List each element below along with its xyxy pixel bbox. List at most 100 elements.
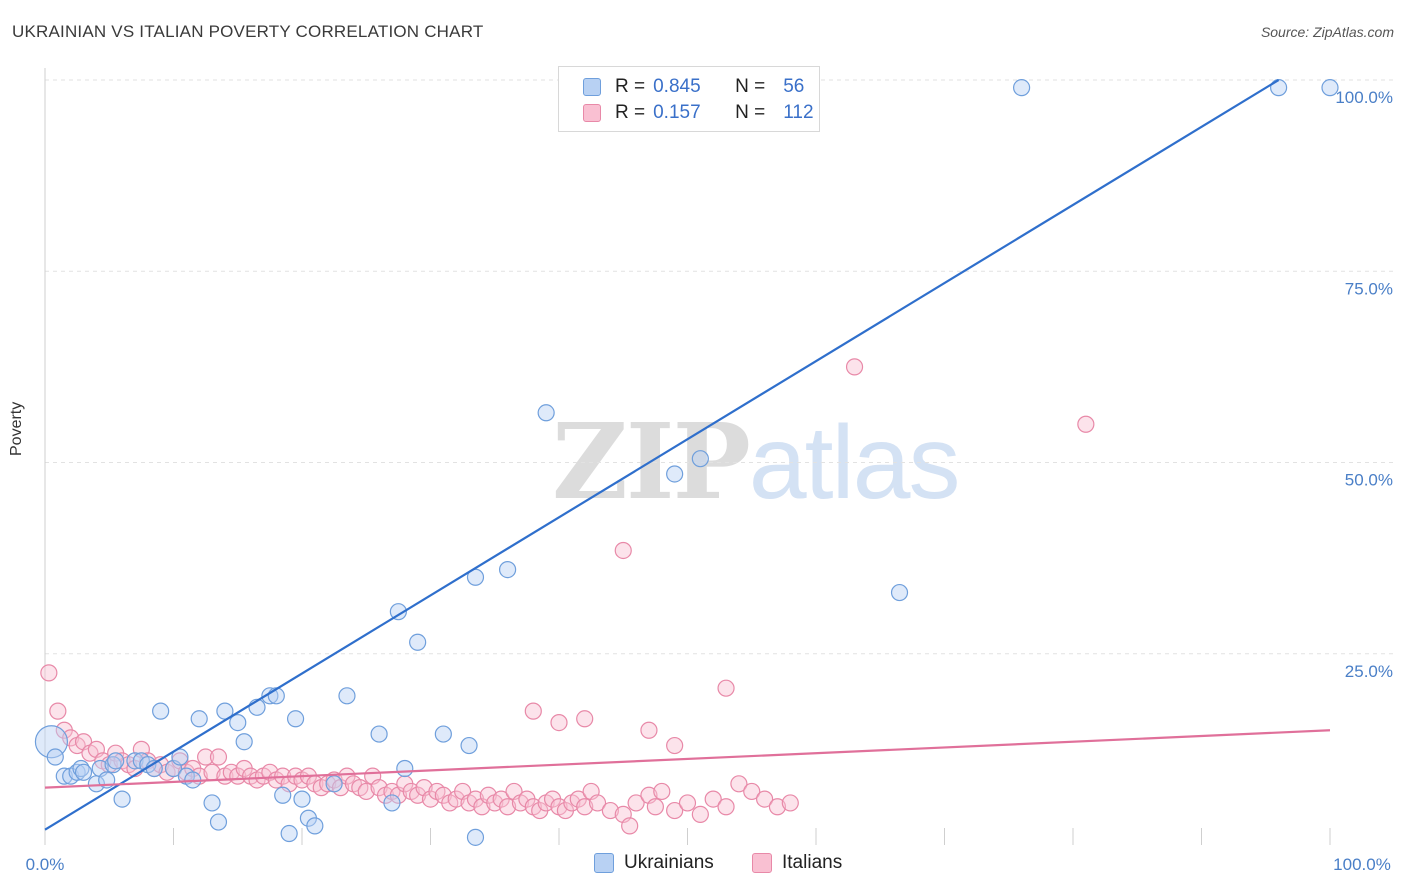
data-point-ukrainians (1012, 79, 1031, 97)
data-point-ukrainians (434, 725, 452, 743)
legend-n-value: 56 (783, 76, 805, 97)
tick-labels: 25.0% 50.0% 75.0% 100.0% 0.0% 100.0% (26, 88, 1393, 874)
trend-line-ukrainians (44, 79, 1280, 831)
data-point-ukrainians (383, 794, 401, 812)
data-point-italians (653, 782, 671, 801)
data-point-italians (576, 798, 594, 816)
data-point-ukrainians (666, 465, 684, 483)
data-point-italians (717, 679, 735, 697)
series-legend: Ukrainians Italians (0, 852, 1406, 878)
data-point-italians (601, 801, 620, 820)
correlation-legend: R = 0.845 N = 56 R = 0.157 N = 112 (558, 66, 820, 132)
legend-label-ukrainians: Ukrainians (624, 852, 714, 873)
data-point-italians (768, 798, 787, 816)
legend-n-value: 112 (783, 102, 814, 123)
data-point-ukrainians (46, 748, 64, 766)
legend-swatch-italians (752, 853, 772, 873)
data-point-ukrainians (209, 813, 228, 831)
data-point-italians (691, 805, 709, 824)
series-italians (40, 358, 1095, 835)
data-point-ukrainians (1321, 79, 1339, 97)
data-point-italians (588, 794, 607, 812)
data-point-ukrainians (370, 725, 388, 743)
legend-r-value: 0.157 (653, 102, 701, 123)
data-point-italians (524, 702, 542, 720)
legend-label-italians: Italians (782, 852, 843, 873)
chart-title: UKRAINIAN VS ITALIAN POVERTY CORRELATION… (12, 22, 484, 41)
data-point-italians (1077, 415, 1095, 433)
data-point-italians (49, 702, 67, 720)
data-point-italians (717, 798, 735, 816)
data-point-ukrainians (460, 736, 478, 755)
x-tick-label: 0.0% (26, 855, 65, 874)
y-tick-label: 75.0% (1345, 279, 1393, 298)
data-point-ukrainians (325, 775, 343, 793)
legend-row-ukrainians: R = 0.845 N = 56 (583, 75, 804, 99)
data-point-ukrainians (293, 790, 311, 808)
data-point-italians (678, 794, 697, 812)
legend-r-label: R = (615, 76, 646, 97)
data-point-italians (666, 736, 684, 755)
legend-n-label: N = (735, 102, 766, 123)
axes (44, 68, 1331, 845)
data-point-ukrainians (286, 710, 305, 728)
data-point-ukrainians (55, 767, 73, 785)
data-point-ukrainians (396, 759, 414, 778)
y-tick-label: 50.0% (1345, 471, 1393, 490)
data-point-italians (781, 794, 799, 812)
data-point-ukrainians (890, 583, 909, 602)
legend-item-italians[interactable]: Italians (752, 852, 842, 874)
data-point-ukrainians (113, 790, 131, 808)
data-point-italians (845, 358, 864, 376)
data-point-ukrainians (338, 687, 356, 705)
data-point-ukrainians (409, 633, 427, 651)
y-tick-label: 100.0% (1335, 88, 1393, 107)
legend-r-value: 0.845 (653, 76, 701, 97)
legend-swatch-ukrainians (583, 78, 601, 96)
data-point-ukrainians (235, 733, 253, 751)
data-point-ukrainians (126, 752, 144, 770)
data-point-italians (627, 794, 645, 812)
data-point-ukrainians (74, 763, 93, 781)
x-tick-label: 100.0% (1333, 855, 1391, 874)
legend-n-label: N = (735, 76, 766, 97)
data-point-italians (576, 710, 594, 728)
data-point-italians (614, 541, 632, 560)
data-point-italians (640, 721, 658, 739)
legend-row-italians: R = 0.157 N = 112 (583, 101, 814, 125)
data-point-ukrainians (152, 702, 170, 720)
legend-r-label: R = (615, 102, 646, 123)
data-point-ukrainians (537, 404, 555, 422)
data-point-ukrainians (1269, 79, 1288, 97)
series-ukrainians (34, 79, 1339, 846)
grid-lines (45, 79, 1395, 655)
data-point-ukrainians (280, 824, 298, 843)
data-point-italians (40, 664, 58, 682)
data-point-italians (197, 748, 215, 766)
data-point-italians (730, 775, 748, 793)
data-point-italians (209, 748, 228, 766)
data-point-italians (666, 801, 684, 820)
trend-line-italians (44, 729, 1331, 789)
data-point-ukrainians (171, 748, 189, 766)
legend-item-ukrainians[interactable]: Ukrainians (594, 852, 714, 874)
data-point-italians (743, 782, 761, 801)
data-point-italians (621, 817, 639, 835)
data-point-ukrainians (274, 786, 292, 804)
data-point-italians (550, 713, 568, 732)
data-point-italians (755, 790, 774, 808)
data-point-italians (646, 798, 664, 816)
data-point-italians (357, 782, 375, 801)
data-point-ukrainians (466, 828, 485, 846)
data-point-ukrainians (190, 710, 208, 728)
data-point-ukrainians (306, 817, 324, 835)
data-point-italians (704, 790, 722, 808)
legend-swatch-ukrainians (594, 853, 614, 873)
data-point-ukrainians (107, 752, 125, 770)
data-point-ukrainians (389, 603, 407, 621)
data-point-ukrainians (203, 794, 221, 812)
source-label: Source: ZipAtlas.com (1260, 24, 1394, 40)
trend-lines (44, 79, 1331, 831)
data-point-ukrainians (229, 713, 247, 732)
